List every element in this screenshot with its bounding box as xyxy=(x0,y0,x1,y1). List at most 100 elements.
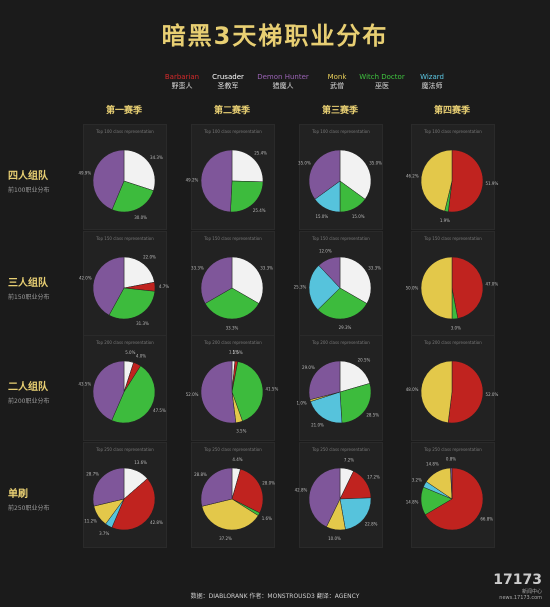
pie-value-label: 50.0% xyxy=(406,286,419,291)
legend-label-zh: 野蛮人 xyxy=(171,82,193,90)
footer-credits: 数据：DIABLORANK 作者：MONSTROUSD3 翻译：AGENCY xyxy=(190,593,360,600)
pie-slice-demon-hunter xyxy=(92,360,125,421)
pie-value-label: 1.9% xyxy=(440,218,450,223)
pie-slice-witch-doctor xyxy=(231,361,264,422)
row-title: 单刷 xyxy=(8,489,28,500)
pie-value-label: 46.2% xyxy=(406,174,419,179)
pie-slice-demon-hunter xyxy=(308,149,341,200)
pie-value-label: 25.3% xyxy=(294,285,307,290)
pie-caption: Top 200 class representation xyxy=(204,340,262,345)
pie-value-label: 4.7% xyxy=(159,284,169,289)
pie-value-label: 13.6% xyxy=(134,460,147,465)
pie-caption: Top 100 class representation xyxy=(96,129,154,134)
row-title: 二人组队 xyxy=(8,382,48,393)
pie-value-label: 10.0% xyxy=(328,536,341,541)
pie-slice-demon-hunter xyxy=(92,256,125,316)
pie-slice-crusader xyxy=(231,256,264,304)
pie-caption: Top 200 class representation xyxy=(96,340,154,345)
pie-chart-r2-s4: 47.0% 3.0% 50.0% xyxy=(406,256,498,330)
pie-value-label: 5.0% xyxy=(125,350,135,355)
legend-label-en: Barbarian xyxy=(164,73,200,81)
pie-value-label: 42.0% xyxy=(79,276,92,281)
pie-slice-demon-hunter xyxy=(318,256,341,289)
pie-slice-crusader xyxy=(339,360,371,393)
pie-value-label: 3.7% xyxy=(99,531,109,536)
legend-label-zh: 圣教军 xyxy=(217,82,239,90)
pie-slice-witch-doctor xyxy=(230,180,264,213)
row-label-3: 二人组队前200职业分布 xyxy=(8,378,78,405)
page-title: 暗黑3天梯职业分布 xyxy=(161,22,389,50)
pie-slice-demon-hunter xyxy=(200,467,233,507)
pie-value-label: 28.5% xyxy=(366,413,379,418)
pie-value-label: 42.8% xyxy=(295,488,308,493)
pie-caption: Top 150 class representation xyxy=(312,236,370,241)
pie-value-label: 25.4% xyxy=(254,151,267,156)
pie-value-label: 0.8% xyxy=(446,457,456,462)
pie-caption: Top 200 class representation xyxy=(424,340,482,345)
pie-value-label: 66.8% xyxy=(480,516,493,521)
pie-value-label: 52.0% xyxy=(486,392,499,397)
pie-slice-crusader xyxy=(123,149,156,191)
pie-caption: Top 150 class representation xyxy=(204,236,262,241)
row-subtitle: 前200职业分布 xyxy=(8,398,50,405)
pie-caption: Top 100 class representation xyxy=(312,129,370,134)
pie-value-label: 15.0% xyxy=(315,214,328,219)
pie-chart-r2-s2: 33.3% 33.3% 33.3% xyxy=(191,256,273,331)
pie-value-label: 28.8% xyxy=(194,472,207,477)
legend-item-wizard: Wizard 魔法师 xyxy=(402,73,462,91)
row-subtitle: 前250职业分布 xyxy=(8,505,50,512)
pie-slice-demon-hunter xyxy=(200,360,237,424)
pie-value-label: 43.5% xyxy=(78,381,91,386)
row-subtitle: 前100职业分布 xyxy=(8,187,50,194)
pie-slice-monk xyxy=(420,360,453,424)
pie-value-label: 1.5% xyxy=(229,350,239,355)
pie-value-label: 34.3% xyxy=(150,155,163,160)
pie-caption: Top 250 class representation xyxy=(204,447,262,452)
pie-slice-witch-doctor xyxy=(108,287,156,320)
pie-slice-demon-hunter xyxy=(200,149,233,213)
pie-slice-witch-doctor xyxy=(317,287,368,320)
pie-value-label: 42.8% xyxy=(150,520,163,525)
pie-chart-r2-s3: 33.3% 29.3% 25.3% 12.0% xyxy=(294,248,382,330)
pie-chart-r3-s2: 1.5%1.5% 41.5% 3.5% 52.0% xyxy=(186,350,279,434)
pie-value-label: 33.3% xyxy=(260,266,273,271)
pie-value-label: 35.0% xyxy=(369,160,382,165)
pie-value-label: 37.2% xyxy=(219,536,232,541)
pie-value-label: 31.3% xyxy=(136,321,149,326)
pie-slice-demon-hunter xyxy=(308,360,341,401)
legend-label-en: Wizard xyxy=(420,73,444,81)
pie-chart-r4-s4: 66.8% 14.8% 3.2% 14.8% 0.8% xyxy=(406,457,493,531)
pie-value-label: 4.4% xyxy=(232,457,242,462)
pie-chart-r4-s1: 13.6% 42.8% 3.7% 11.2% 28.7% xyxy=(84,460,163,536)
pie-value-label: 11.2% xyxy=(84,519,97,524)
pie-caption: Top 100 class representation xyxy=(204,129,262,134)
pie-chart-r1-s1: 34.3% 30.0% 49.9% xyxy=(78,149,163,220)
pie-slice-demon-hunter xyxy=(92,467,125,507)
pie-value-label: 51.9% xyxy=(486,181,499,186)
pie-chart-r3-s3: 20.5% 28.5% 21.0% 1.0% 29.0% xyxy=(297,358,380,428)
row-label-1: 四人组队 前100职业分布 xyxy=(8,167,78,194)
pie-value-label: 29.3% xyxy=(339,325,352,330)
legend-label-en: Monk xyxy=(327,73,347,81)
legend-item-witch-doctor: Witch Doctor 巫医 xyxy=(352,73,412,91)
pie-slice-demon-hunter xyxy=(92,149,125,210)
pie-value-label: 49.2% xyxy=(186,178,199,183)
pie-caption: Top 150 class representation xyxy=(96,236,154,241)
pie-slice-crusader xyxy=(339,256,372,304)
pie-caption: Top 250 class representation xyxy=(96,447,154,452)
pie-value-label: 30.0% xyxy=(134,215,147,220)
pie-slice-monk xyxy=(201,498,259,531)
pie-value-label: 7.2% xyxy=(344,458,354,463)
pie-slice-monk xyxy=(420,149,453,212)
pie-slice-witch-doctor xyxy=(111,180,154,213)
pie-caption: Top 100 class representation xyxy=(424,129,482,134)
pie-value-label: 22.0% xyxy=(143,255,156,260)
pie-value-label: 28.0% xyxy=(262,480,275,485)
pie-chart-r3-s1: 5.0%4.0% 47.5% 43.5% xyxy=(78,350,166,424)
pie-value-label: 21.0% xyxy=(311,423,324,428)
pie-value-label: 20.5% xyxy=(358,358,371,363)
pie-chart-r1-s2: 25.4% 25.4% 49.2% xyxy=(186,149,267,213)
legend-label-zh: 巫医 xyxy=(375,82,389,90)
legend-item-demon-hunter: Demon Hunter 猎魔人 xyxy=(253,73,313,91)
legend-item-crusader: Crusader 圣教军 xyxy=(198,73,258,91)
